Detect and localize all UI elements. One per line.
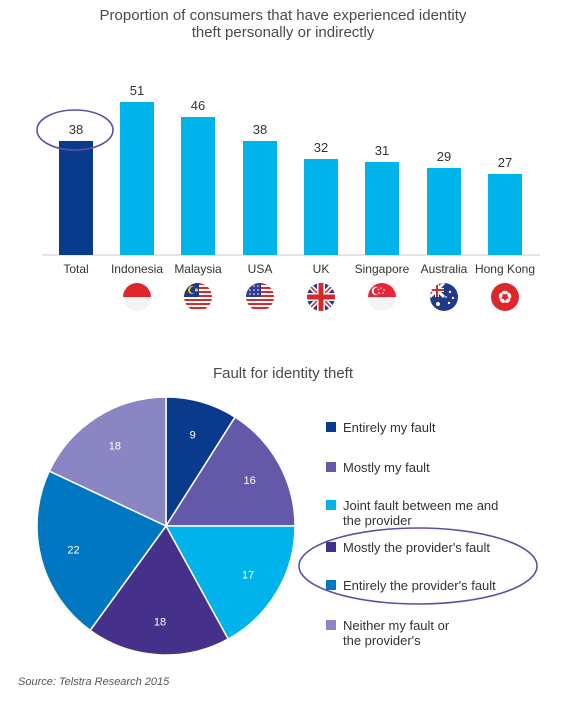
highlight-ellipse bbox=[298, 527, 538, 605]
legend-label: Joint fault between me and the provider bbox=[343, 498, 498, 528]
bar-australia bbox=[427, 168, 461, 255]
bar-value-label: 38 bbox=[69, 122, 83, 137]
category-label: USA bbox=[248, 262, 273, 276]
usa-flag-icon bbox=[246, 283, 274, 311]
category-label: Hong Kong bbox=[475, 262, 535, 276]
bar-value-label: 38 bbox=[253, 122, 267, 137]
bar-chart: 38 Total 51 Indonesia 46 Malaysia 38 USA 32 UK 31 S… bbox=[36, 83, 540, 311]
legend-label: Neither my fault or the provider's bbox=[343, 618, 450, 648]
bar-chart-title: Proportion of consumers that have experi… bbox=[99, 7, 467, 41]
legend-label: Mostly the provider's fault bbox=[343, 540, 490, 555]
category-label: Malaysia bbox=[174, 262, 222, 276]
bar-hong-kong bbox=[488, 174, 522, 255]
legend-swatch bbox=[326, 580, 336, 590]
bar-singapore bbox=[365, 162, 399, 255]
bar-value-label: 29 bbox=[437, 149, 451, 164]
bar-value-label: 27 bbox=[498, 155, 512, 170]
category-label: Singapore bbox=[355, 262, 410, 276]
malaysia-flag-icon bbox=[184, 283, 212, 311]
bar-malaysia bbox=[181, 117, 215, 255]
australia-flag-icon bbox=[430, 283, 458, 311]
bar-value-label: 51 bbox=[130, 83, 144, 98]
category-label: Indonesia bbox=[111, 262, 163, 276]
pie-slice-label: 22 bbox=[67, 545, 79, 557]
singapore-flag-icon bbox=[368, 283, 396, 311]
legend-swatch bbox=[326, 620, 336, 630]
bar-value-label: 32 bbox=[314, 140, 328, 155]
legend-swatch bbox=[326, 500, 336, 510]
pie-slice bbox=[89, 524, 230, 656]
category-label: Australia bbox=[421, 262, 468, 276]
uk-flag-icon bbox=[307, 283, 335, 311]
legend-swatch bbox=[326, 462, 336, 472]
bar-value-label: 46 bbox=[191, 98, 205, 113]
pie-slice-label: 18 bbox=[109, 440, 121, 452]
pie-slice-label: 9 bbox=[190, 429, 196, 441]
legend-label: Entirely my fault bbox=[343, 420, 436, 435]
source-note: Source: Telstra Research 2015 bbox=[18, 676, 170, 688]
category-label: UK bbox=[313, 262, 330, 276]
bar-uk bbox=[304, 159, 338, 255]
pie-chart: 9 16 17 18 22 18 Entirely my fault Mostly my fa… bbox=[36, 396, 538, 656]
pie-slice bbox=[48, 396, 167, 528]
pie-chart-title: Fault for identity theft bbox=[212, 365, 354, 382]
bar-indonesia bbox=[120, 102, 154, 255]
hong-kong-flag-icon bbox=[491, 283, 519, 311]
highlight-ellipse bbox=[36, 109, 114, 151]
pie-slice-label: 17 bbox=[242, 570, 254, 582]
legend-label: Mostly my fault bbox=[343, 460, 430, 475]
bar-total bbox=[59, 141, 93, 255]
bar-usa bbox=[243, 141, 277, 255]
pie-slice bbox=[164, 416, 296, 527]
legend-swatch bbox=[326, 542, 336, 552]
indonesia-flag-icon bbox=[123, 283, 151, 311]
pie-slice bbox=[164, 525, 296, 641]
legend-label: Entirely the provider's fault bbox=[343, 578, 496, 593]
bar-value-label: 31 bbox=[375, 143, 389, 158]
pie-slice-label: 18 bbox=[154, 616, 166, 628]
category-label: Total bbox=[63, 262, 88, 276]
pie-slice-label: 16 bbox=[244, 475, 256, 487]
legend-swatch bbox=[326, 422, 336, 432]
